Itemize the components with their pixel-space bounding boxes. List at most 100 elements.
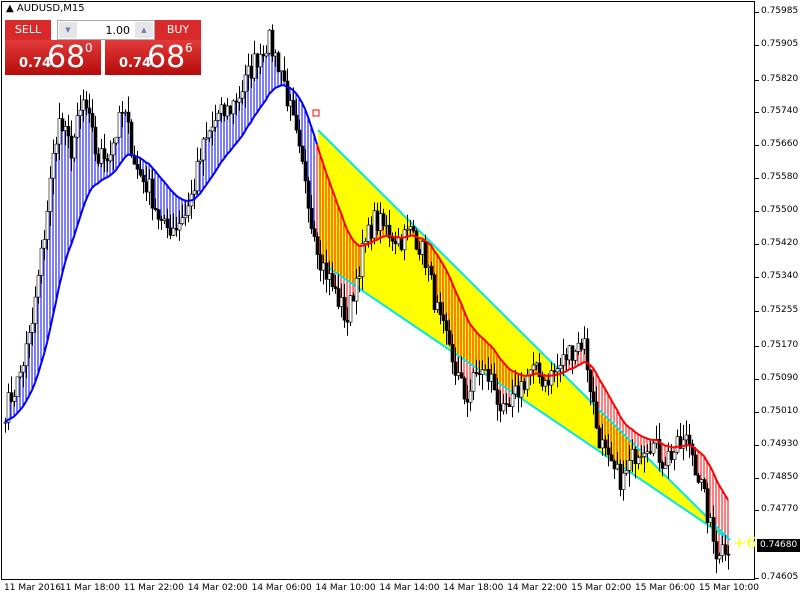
candle-body bbox=[585, 338, 590, 371]
lot-increase-icon[interactable]: ▲ bbox=[135, 22, 153, 38]
candle-body bbox=[582, 338, 587, 350]
price-tick: 0.75500 bbox=[761, 204, 799, 215]
candle-body bbox=[129, 121, 134, 157]
buy-price[interactable]: 0.74 68 6 bbox=[105, 40, 201, 75]
time-tick: 15 Mar 02:00 bbox=[571, 583, 632, 593]
candle-body bbox=[381, 213, 386, 227]
candle-body bbox=[309, 208, 314, 229]
candle-body bbox=[240, 91, 245, 99]
candle-body bbox=[216, 112, 221, 121]
trendline-label: +6 bbox=[733, 533, 757, 552]
candle-body bbox=[384, 224, 389, 227]
candle-body bbox=[144, 181, 149, 193]
candle-body bbox=[573, 351, 578, 361]
candle-body bbox=[231, 100, 236, 115]
candle-body bbox=[24, 343, 29, 366]
candle-body bbox=[102, 148, 107, 160]
candle-body bbox=[624, 470, 629, 474]
bid-pips: 68 bbox=[47, 40, 86, 75]
candle-body bbox=[441, 314, 446, 321]
candle-body bbox=[369, 224, 374, 239]
candle-body bbox=[87, 107, 92, 114]
candle-body bbox=[267, 29, 272, 54]
candle-body bbox=[114, 136, 119, 144]
time-tick: 14 Mar 22:00 bbox=[507, 583, 568, 593]
candle-body bbox=[249, 65, 254, 79]
candle-body bbox=[642, 453, 647, 457]
price-tick: 0.75905 bbox=[761, 38, 799, 49]
candle-body bbox=[51, 153, 56, 179]
candle-body bbox=[162, 218, 167, 221]
candle-body bbox=[702, 479, 707, 489]
price-tick: 0.75580 bbox=[761, 172, 799, 183]
candle-body bbox=[48, 177, 53, 212]
candle-body bbox=[279, 70, 284, 73]
time-tick: 15 Mar 10:00 bbox=[698, 583, 759, 593]
candle-body bbox=[591, 391, 596, 403]
candle-body bbox=[294, 114, 299, 131]
candle-body bbox=[111, 142, 116, 156]
candle-body bbox=[348, 295, 353, 323]
price-chart[interactable] bbox=[0, 0, 756, 580]
candle-body bbox=[621, 472, 626, 490]
candle-body bbox=[291, 100, 296, 116]
candle-body bbox=[90, 113, 95, 128]
price-tick: 0.74605 bbox=[761, 572, 799, 583]
lot-size-input[interactable]: ▼ 1.00 ▲ bbox=[57, 20, 155, 40]
channel-lower-line bbox=[319, 261, 731, 541]
candle-body bbox=[684, 434, 689, 441]
candle-body bbox=[165, 218, 170, 229]
candle-body bbox=[270, 29, 275, 57]
candle-body bbox=[345, 319, 350, 323]
sell-button[interactable]: SELL bbox=[5, 20, 51, 40]
price-tick: 0.75820 bbox=[761, 73, 799, 84]
time-tick: 11 Mar 2016 bbox=[4, 583, 62, 593]
candle-body bbox=[96, 153, 101, 164]
time-tick: 14 Mar 14:00 bbox=[379, 583, 440, 593]
candle-body bbox=[78, 109, 83, 117]
candle-body bbox=[159, 218, 164, 221]
ask-fraction: 6 bbox=[185, 41, 193, 55]
candle-body bbox=[597, 427, 602, 449]
candle-body bbox=[333, 286, 338, 289]
candle-body bbox=[660, 462, 665, 469]
price-tick: 0.75255 bbox=[761, 305, 799, 316]
lot-value[interactable]: 1.00 bbox=[105, 24, 131, 37]
price-tick: 0.75420 bbox=[761, 237, 799, 248]
candle-body bbox=[21, 365, 26, 373]
candle-body bbox=[60, 118, 65, 132]
candle-body bbox=[18, 371, 23, 378]
buy-button[interactable]: BUY bbox=[155, 20, 201, 40]
candle-body bbox=[201, 138, 206, 161]
candle-body bbox=[207, 130, 212, 139]
candle-body bbox=[168, 227, 173, 236]
candle-body bbox=[123, 111, 128, 114]
ask-pips: 68 bbox=[147, 40, 186, 75]
candle-body bbox=[288, 100, 293, 107]
price-tick: 0.75340 bbox=[761, 270, 799, 281]
candle-body bbox=[459, 372, 464, 379]
candle-body bbox=[180, 217, 185, 224]
candle-body bbox=[504, 403, 509, 405]
candle-body bbox=[411, 226, 416, 232]
candle-body bbox=[195, 161, 200, 192]
candle-body bbox=[336, 288, 341, 307]
price-tick: 0.74770 bbox=[761, 504, 799, 515]
candle-body bbox=[204, 137, 209, 140]
candle-body bbox=[372, 210, 377, 239]
candle-body bbox=[156, 209, 161, 220]
candle-body bbox=[108, 154, 113, 162]
sell-price[interactable]: 0.74 68 0 bbox=[5, 40, 101, 75]
candle-body bbox=[12, 396, 17, 402]
candle-body bbox=[339, 297, 344, 307]
candle-body bbox=[75, 115, 80, 138]
candle-body bbox=[186, 205, 191, 216]
price-tick: 0.75170 bbox=[761, 340, 799, 351]
lot-decrease-icon[interactable]: ▼ bbox=[59, 22, 77, 38]
candle-body bbox=[282, 70, 287, 82]
candle-body bbox=[225, 105, 230, 117]
candle-body bbox=[252, 53, 257, 79]
candle-body bbox=[426, 265, 431, 269]
candle-body bbox=[300, 145, 305, 162]
candle-body bbox=[297, 129, 302, 147]
